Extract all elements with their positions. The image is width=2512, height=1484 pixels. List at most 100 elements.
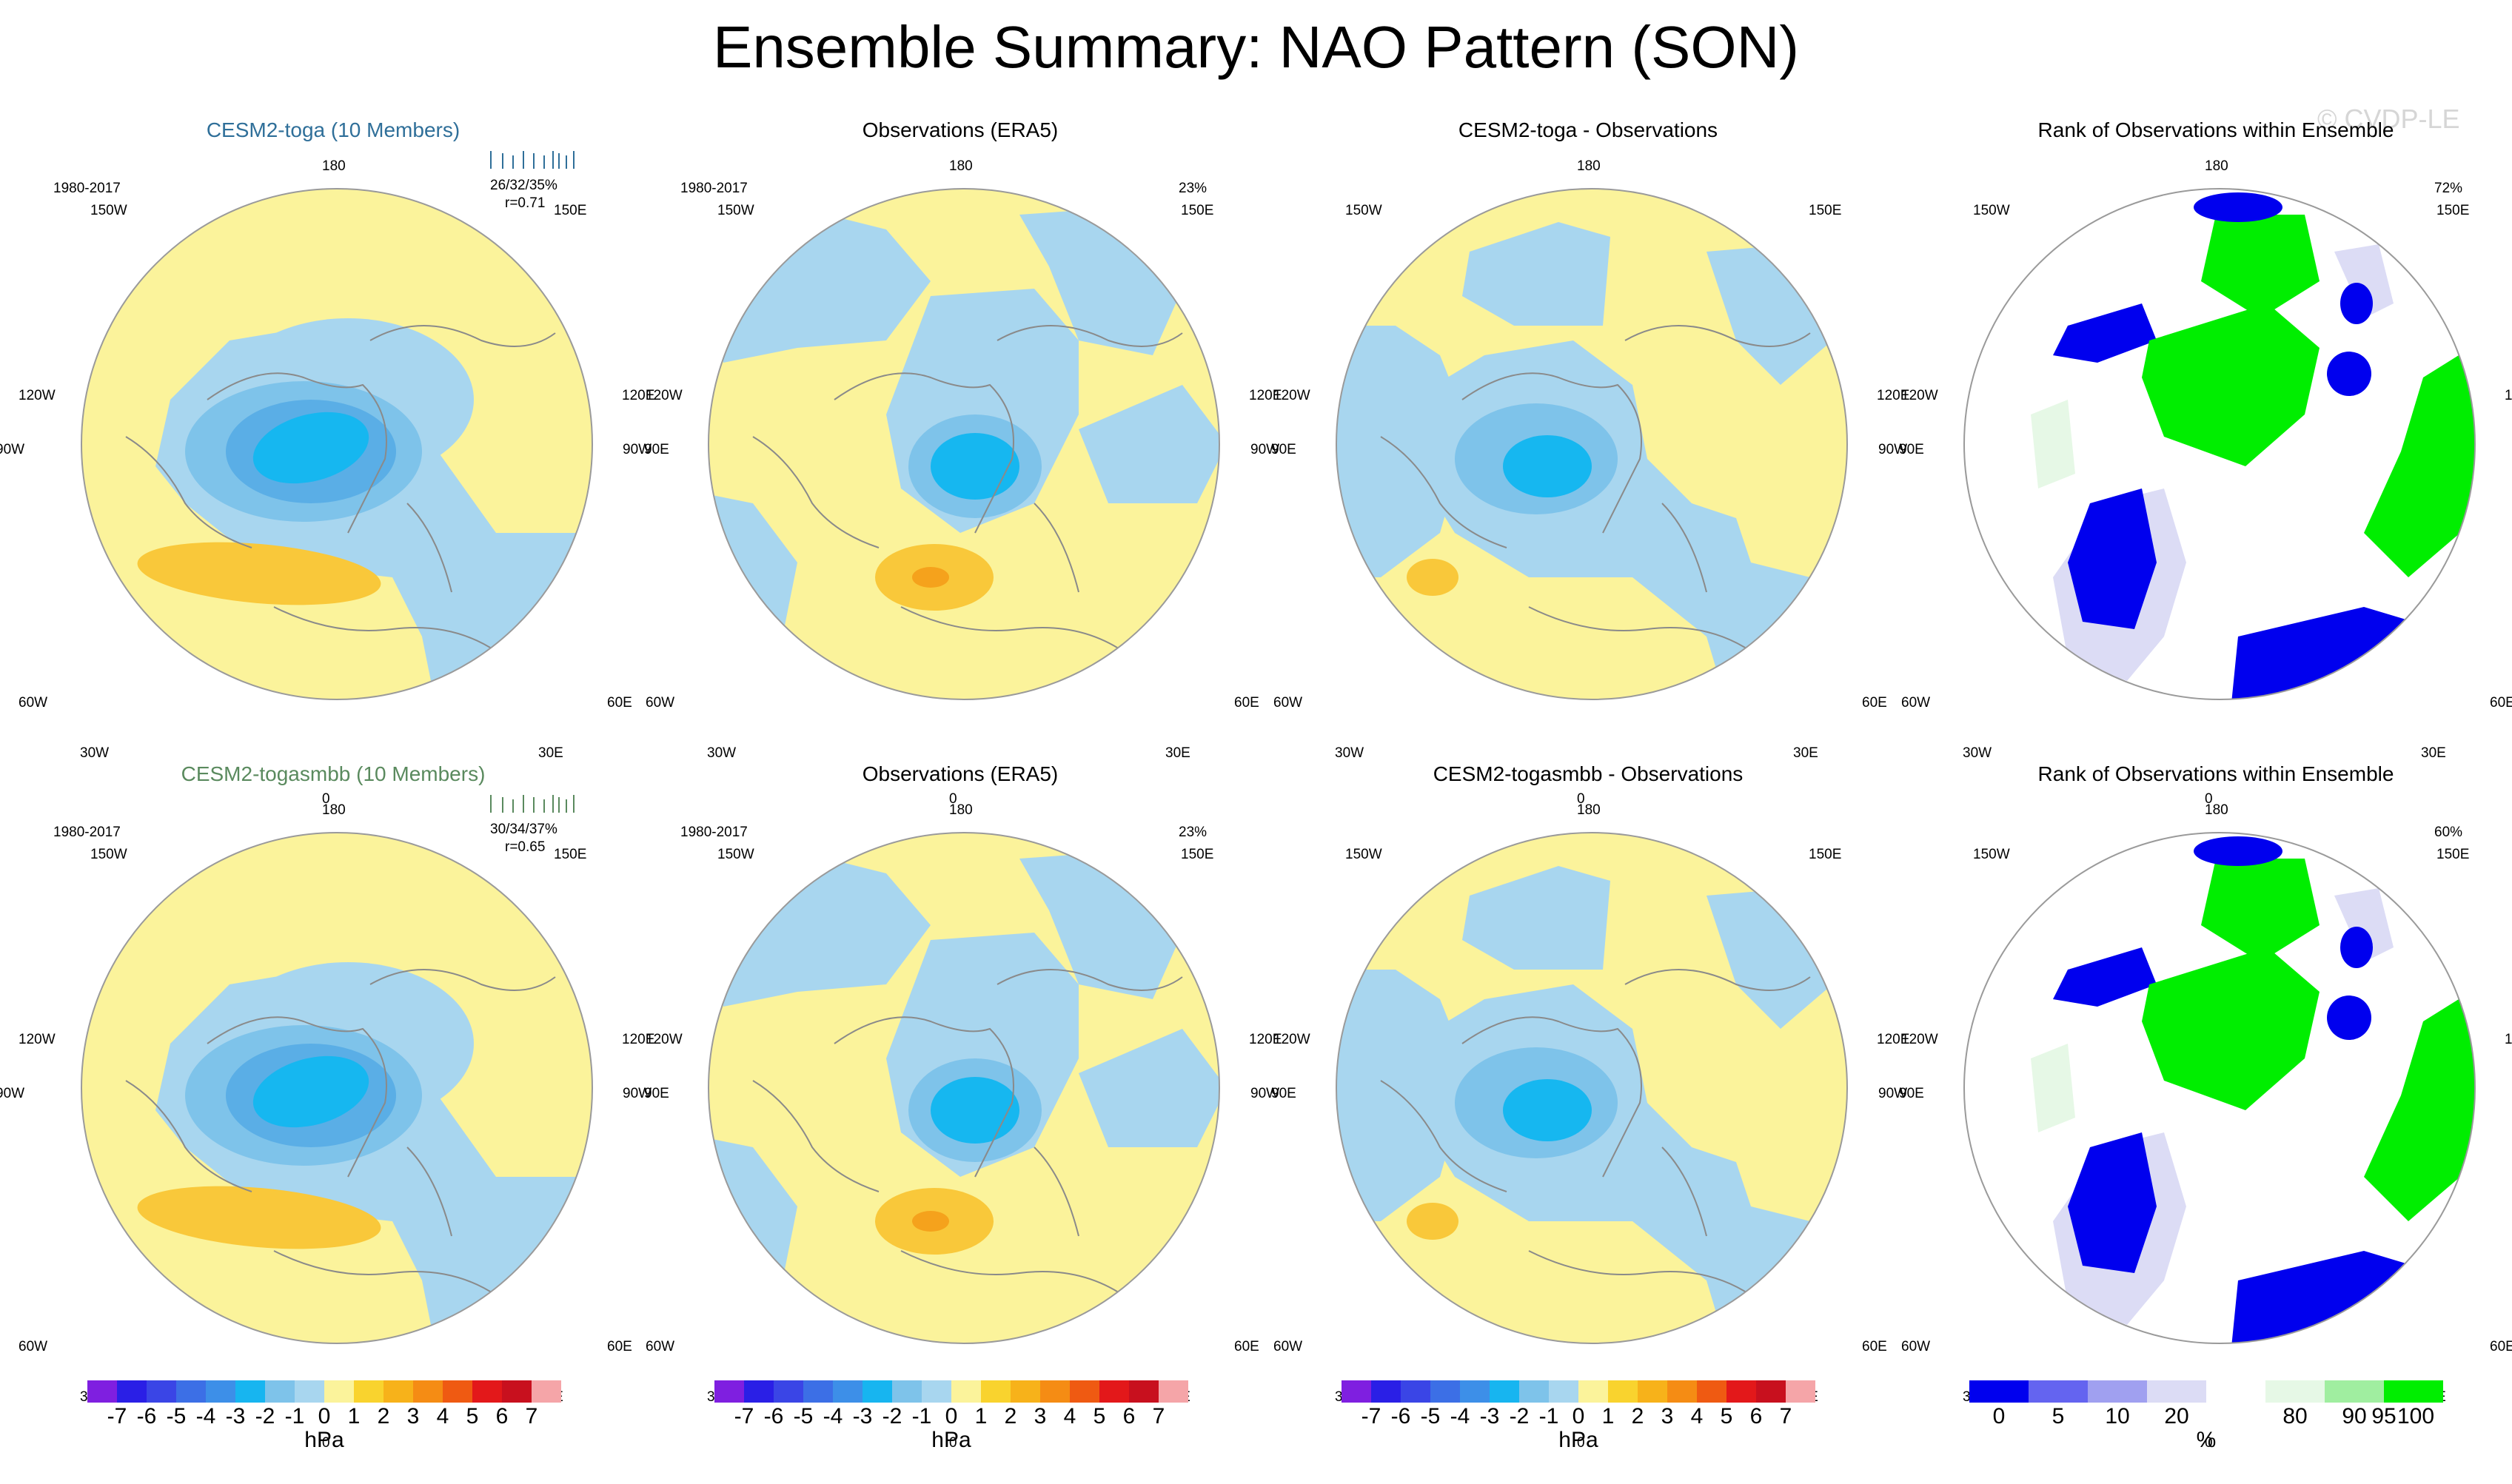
longitude-label: 30E	[538, 745, 563, 761]
longitude-label: 180	[1577, 158, 1601, 174]
rank-region-lilac	[2334, 244, 2394, 318]
longitude-label: 150W	[1345, 203, 1382, 218]
field-negative-core	[252, 412, 369, 484]
colorbar-tick-label: 4	[1690, 1404, 1704, 1428]
coastline	[1380, 969, 1811, 1296]
longitude-label: 60E	[2490, 1339, 2512, 1354]
colorbar-swatches	[1969, 1380, 2443, 1403]
longitude-label: 60W	[1901, 695, 1931, 711]
longitude-label: 120E	[1249, 388, 1282, 403]
polar-map	[1963, 188, 2476, 700]
colorbar-swatch	[87, 1380, 117, 1403]
colorbar-tick-label: -2	[255, 1404, 275, 1428]
member-tick-strip	[490, 795, 575, 813]
colorbar-swatch	[2029, 1380, 2088, 1403]
longitude-label: 0	[2205, 791, 2213, 807]
map-border	[81, 188, 593, 700]
panel-title: CESM2-togasmbb (10 Members)	[181, 762, 486, 785]
colorbar-unit: hPa	[931, 1428, 971, 1452]
colorbar-tick-label: -5	[793, 1404, 814, 1428]
colorbar-tick-label: -6	[136, 1404, 157, 1428]
longitude-label: 120W	[19, 1032, 56, 1047]
colorbar-unit: hPa	[1558, 1428, 1598, 1452]
longitude-label: 60W	[1901, 1339, 1931, 1354]
longitude-label: 150E	[554, 847, 587, 862]
longitude-label: 30W	[80, 745, 110, 761]
colorbar-tick-label: 3	[1034, 1404, 1047, 1428]
colorbar-swatches	[714, 1380, 1188, 1403]
colorbar-tick-label: -2	[1509, 1404, 1530, 1428]
field-positive-moderate	[1407, 1203, 1458, 1240]
colorbar-tick-label: 5	[1720, 1404, 1733, 1428]
colorbar: -7 -6 -5 -4 -3 -2 -1 0 1 2 3 4 5 6 7 hPa	[87, 1380, 561, 1484]
map-border	[1963, 832, 2476, 1344]
longitude-label: 180	[2205, 158, 2228, 174]
colorbar-tick-label: 0	[1992, 1404, 2006, 1428]
longitude-label: 60E	[1862, 695, 1887, 711]
colorbar: 0 5 10 20 80 90 95 100%	[1969, 1380, 2443, 1484]
colorbar-swatch	[951, 1380, 981, 1403]
page-title: Ensemble Summary: NAO Pattern (SON)	[712, 14, 1800, 80]
colorbar-swatch	[502, 1380, 532, 1403]
field-negative-weak	[1462, 866, 1610, 970]
pattern-stats: 30/34/37%	[490, 822, 557, 837]
map-panel: Observations (ERA5) 180 150E 120E 90E 60E 30E 0…	[623, 118, 1296, 807]
coastline	[752, 969, 1183, 1296]
colorbar-swatch	[1697, 1380, 1726, 1403]
field-positive-moderate	[137, 542, 381, 605]
polar-map	[708, 832, 1220, 1344]
colorbar-tick-label: -2	[882, 1404, 902, 1428]
colorbar-swatch	[2147, 1380, 2206, 1403]
field-negative-weak	[1079, 1029, 1219, 1147]
longitude-label: 150W	[1345, 847, 1382, 862]
rank-region-green	[2364, 984, 2475, 1221]
member-tick-strip	[490, 151, 575, 169]
colorbar-tick-label: 4	[436, 1404, 449, 1428]
polar-map	[1336, 832, 1848, 1344]
longitude-label: 90W	[623, 1086, 652, 1101]
colorbar-swatch	[354, 1380, 384, 1403]
map-border	[1963, 188, 2476, 700]
longitude-label: 60E	[607, 1339, 632, 1354]
field-negative-weak	[1079, 385, 1219, 503]
colorbar-tick-label: 5	[1093, 1404, 1106, 1428]
longitude-label: 150W	[1973, 203, 2010, 218]
colorbar-tick-label: -1	[284, 1404, 305, 1428]
colorbar-swatch	[1040, 1380, 1070, 1403]
coastline	[125, 969, 556, 1296]
longitude-label: 60E	[1234, 695, 1259, 711]
rank-region-blue	[2340, 927, 2373, 968]
longitude-label: 120E	[1249, 1032, 1282, 1047]
rank-region-blue	[2327, 352, 2371, 396]
period-label: 1980-2017	[680, 181, 748, 196]
longitude-label: 120W	[1901, 388, 1938, 403]
panel-title: CESM2-toga (10 Members)	[206, 118, 460, 141]
panel-title: Rank of Observations within Ensemble	[2037, 118, 2394, 141]
colorbar-tick-label: 7	[1152, 1404, 1165, 1428]
longitude-label: 120E	[622, 1032, 655, 1047]
colorbar-swatch	[892, 1380, 922, 1403]
field-positive-moderate	[1407, 559, 1458, 596]
field-positive-moderate	[137, 1186, 381, 1249]
map-panel: CESM2-toga - Observations 180 150E 120E 90E 6…	[1250, 118, 1924, 807]
longitude-label: 60E	[1862, 1339, 1887, 1354]
map-panel: Rank of Observations within Ensemble 180 1…	[1878, 762, 2512, 1451]
map-border	[81, 832, 593, 1344]
colorbar-swatch	[206, 1380, 235, 1403]
longitude-label: 150W	[1973, 847, 2010, 862]
longitude-label: 90W	[0, 1086, 25, 1101]
colorbar-swatch	[1371, 1380, 1401, 1403]
colorbar-swatch	[413, 1380, 443, 1403]
colorbar-swatch	[2206, 1380, 2265, 1403]
longitude-label: 120E	[622, 388, 655, 403]
longitude-label: 120E	[1877, 1032, 1910, 1047]
longitude-label: 120E	[2505, 1032, 2512, 1047]
colorbar-tick-label: -6	[1390, 1404, 1411, 1428]
map-panel: CESM2-toga (10 Members) 180 150E 120E 90E 60E…	[0, 118, 669, 807]
colorbar-tick-label: 3	[1661, 1404, 1674, 1428]
longitude-label: 0	[2205, 1435, 2213, 1451]
longitude-label: 90W	[1878, 442, 1908, 457]
colorbar-tick-label: -7	[734, 1404, 754, 1428]
colorbar-tick-label: -4	[823, 1404, 843, 1428]
rank-region-palegreen	[2031, 1044, 2075, 1132]
